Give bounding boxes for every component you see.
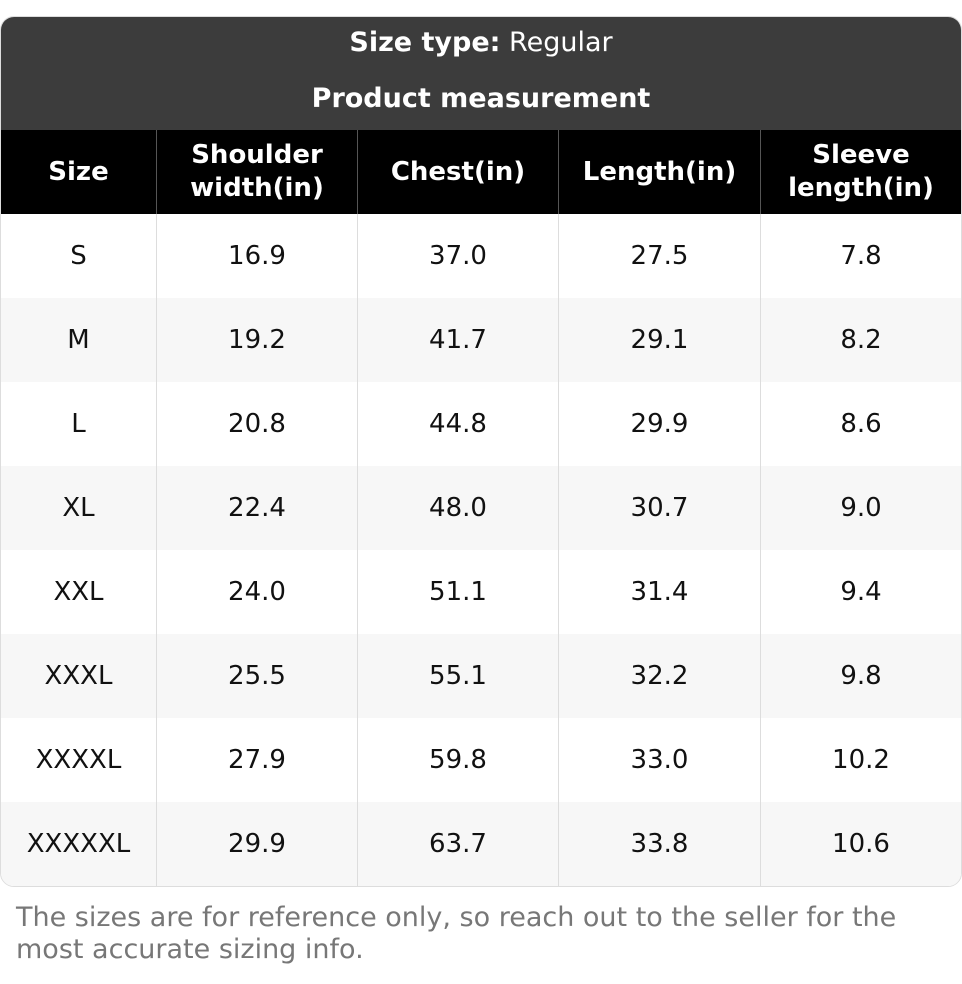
table-cell: 27.9 [156,718,357,802]
table-cell: 51.1 [357,550,558,634]
table-cell: 22.4 [156,466,357,550]
table-cell: L [71,409,86,439]
size-card: Size type: Regular Product measurement S… [0,16,962,887]
table-cell: 30.7 [558,466,760,550]
table-cell: 29.9 [558,382,760,466]
table-cell: 59.8 [357,718,558,802]
size-type: Size type: Regular [1,27,961,58]
table-cell: 29.9 [156,802,357,886]
table-cell: XXXXL [35,745,122,775]
table-cell: 48.0 [357,466,558,550]
table-row: L 20.8 44.8 29.9 8.6 [1,382,961,466]
card-header: Size type: Regular Product measurement [1,17,961,130]
column-header: Size [48,156,109,187]
size-type-label: Size type: [349,27,501,58]
table-cell: 8.2 [760,298,961,382]
table-cell: 20.8 [156,382,357,466]
table-row: S 16.9 37.0 27.5 7.8 [1,214,961,298]
table-row: XXXXL 27.9 59.8 33.0 10.2 [1,718,961,802]
table-cell: 44.8 [357,382,558,466]
table-row: XL 22.4 48.0 30.7 9.0 [1,466,961,550]
subtitle: Product measurement [311,83,651,114]
column-header: Length(in) [558,130,760,214]
column-header: Sleeve length(in) [760,130,961,214]
table-cell: XXXXXL [26,829,131,859]
table-cell: S [70,241,87,271]
table-cell: 27.5 [558,214,760,298]
table-cell: M [67,325,90,355]
table-row: XXXXXL 29.9 63.7 33.8 10.6 [1,802,961,886]
table-cell: 33.8 [558,802,760,886]
table-cell: 25.5 [156,634,357,718]
table-cell: 37.0 [357,214,558,298]
table-row: XXXL 25.5 55.1 32.2 9.8 [1,634,961,718]
table-cell: XXL [53,577,104,607]
table-cell: XXXL [44,661,113,691]
table-cell: 10.6 [760,802,961,886]
table-cell: 8.6 [760,382,961,466]
table-cell: 10.2 [760,718,961,802]
table-cell: 33.0 [558,718,760,802]
size-table: Size Shoulder width(in) Chest(in) Length(in… [1,130,961,886]
table-cell: 63.7 [357,802,558,886]
table-cell: 41.7 [357,298,558,382]
header-row: Size Shoulder width(in) Chest(in) Length(in… [1,130,961,214]
table-cell: 24.0 [156,550,357,634]
table-cell: 7.8 [760,214,961,298]
column-header: Chest(in) [357,130,558,214]
table-cell: 19.2 [156,298,357,382]
column-header: Shoulder width(in) [156,130,357,214]
footnote: The sizes are for reference only, so rea… [16,902,897,965]
table-cell: 31.4 [558,550,760,634]
table-cell: XL [62,493,95,523]
table-row: XXL 24.0 51.1 31.4 9.4 [1,550,961,634]
table-row: M 19.2 41.7 29.1 8.2 [1,298,961,382]
table-cell: 9.0 [760,466,961,550]
table-cell: 29.1 [558,298,760,382]
table-cell: 32.2 [558,634,760,718]
size-type-value: Regular [509,27,613,58]
table-cell: 9.8 [760,634,961,718]
table-cell: 16.9 [156,214,357,298]
table-cell: 55.1 [357,634,558,718]
table-cell: 9.4 [760,550,961,634]
